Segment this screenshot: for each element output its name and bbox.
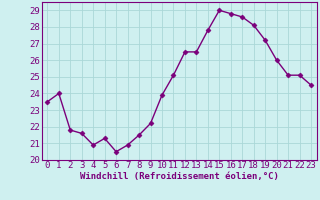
X-axis label: Windchill (Refroidissement éolien,°C): Windchill (Refroidissement éolien,°C) [80,172,279,181]
